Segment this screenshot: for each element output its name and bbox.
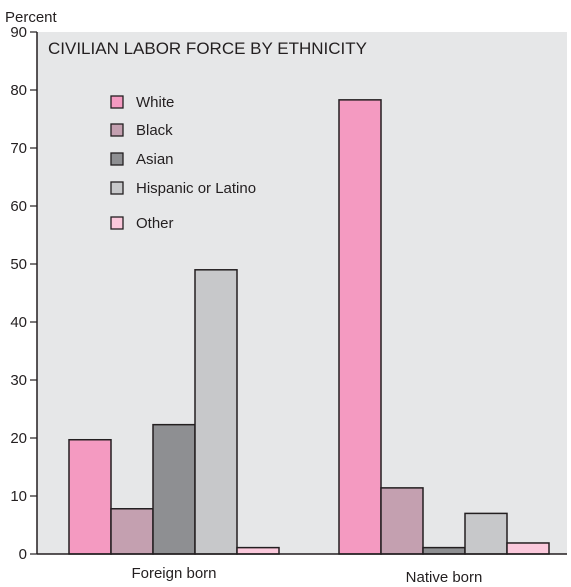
- x-category-label: Native born: [406, 569, 483, 586]
- legend-swatch: [110, 95, 124, 109]
- y-axis-label: Percent: [5, 9, 58, 26]
- legend-label: Hispanic or Latino: [136, 180, 256, 197]
- bar-other-foreign-born: [236, 546, 280, 555]
- y-tick-label: 70: [10, 140, 27, 157]
- bar-white-foreign-born: [68, 438, 112, 555]
- legend-swatch: [110, 216, 124, 230]
- legend-swatch: [110, 181, 124, 195]
- y-tick-label: 0: [19, 546, 27, 563]
- y-tick-label: 90: [10, 24, 27, 41]
- legend-label: Black: [136, 122, 173, 139]
- legend-swatch: [110, 152, 124, 166]
- bar-black-foreign-born: [110, 508, 154, 555]
- y-tick-label: 50: [10, 256, 27, 273]
- bar-asian-native-born: [422, 546, 466, 555]
- y-tick-label: 20: [10, 430, 27, 447]
- y-tick-label: 40: [10, 314, 27, 331]
- bar-asian-foreign-born: [152, 423, 196, 555]
- bar-hispanic-or-latino-foreign-born: [194, 269, 238, 555]
- y-tick-label: 80: [10, 82, 27, 99]
- bar-other-native-born: [506, 542, 550, 555]
- y-tick-label: 30: [10, 372, 27, 389]
- x-category-label: Foreign born: [131, 565, 216, 582]
- y-tick-label: 10: [10, 488, 27, 505]
- plot-background: [37, 32, 567, 554]
- legend-label: White: [136, 94, 174, 111]
- y-axis-ticks: 0 10 20 30 40 50 60 70 80 90: [10, 24, 37, 563]
- legend-swatch: [110, 123, 124, 137]
- bar-hispanic-or-latino-native-born: [464, 512, 508, 555]
- x-axis-labels: Foreign born Native born: [131, 565, 482, 586]
- chart-title: CIVILIAN LABOR FORCE BY ETHNICITY: [48, 39, 367, 58]
- bar-black-native-born: [380, 487, 424, 555]
- legend: White Black Asian Hispanic or Latino Other: [110, 94, 256, 232]
- y-tick-label: 60: [10, 198, 27, 215]
- bar-white-native-born: [338, 99, 382, 555]
- legend-label: Other: [136, 215, 174, 232]
- legend-label: Asian: [136, 151, 174, 168]
- bars: [68, 99, 550, 555]
